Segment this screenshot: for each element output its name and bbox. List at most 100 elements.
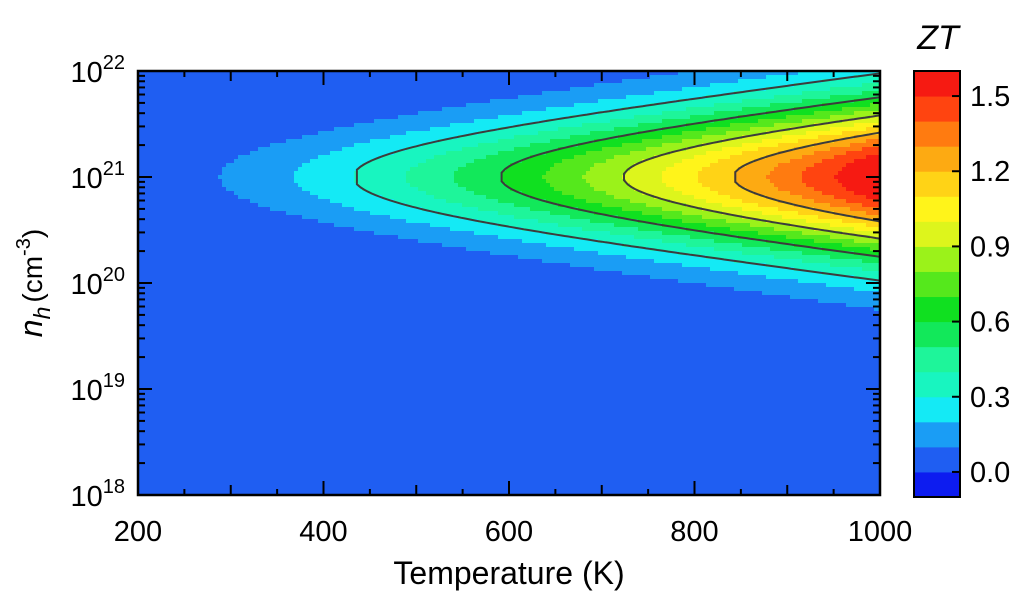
zt-band-cell [210,411,215,416]
zt-band-cell [142,371,147,376]
zt-band-cell [266,343,271,348]
zt-band-cell [242,203,247,208]
zt-band-cell [290,399,295,404]
zt-band-cell [162,267,167,272]
zt-band-cell [214,411,219,416]
zt-band-cell [218,187,223,192]
zt-band-cell [194,139,199,144]
zt-band-cell [178,215,183,220]
zt-band-cell [182,291,187,296]
zt-band-cell [234,275,239,280]
zt-band-cell [322,99,327,104]
zt-band-cell [194,447,199,452]
zt-band-cell [254,419,259,424]
zt-band-cell [154,359,159,364]
zt-band-cell [250,155,255,160]
zt-band-cell [214,227,219,232]
zt-band-cell [250,99,255,104]
zt-band-cell [246,263,251,268]
zt-band-cell [290,127,295,132]
zt-band-cell [166,407,171,412]
zt-band-cell [210,407,215,412]
zt-band-cell [222,271,227,276]
zt-band-cell [226,99,231,104]
zt-band-cell [310,151,315,156]
zt-band-cell [298,443,303,448]
zt-band-cell [202,135,207,140]
zt-band-cell [302,331,307,336]
zt-band-cell [322,447,327,452]
zt-band-cell [222,191,227,196]
zt-band-cell [306,491,311,495]
zt-band-cell [178,95,183,100]
zt-band-cell [238,343,243,348]
zt-band-cell [242,451,247,456]
zt-band-cell [226,139,231,144]
zt-band-cell [222,99,227,104]
zt-band-cell [230,491,235,495]
zt-band-cell [162,383,167,388]
zt-band-cell [238,491,243,495]
zt-band-cell [254,147,259,152]
zt-band-cell [222,135,227,140]
zt-band-cell [158,459,163,464]
zt-band-cell [246,211,251,216]
zt-band-cell [262,251,267,256]
zt-band-cell [166,271,171,276]
zt-band-cell [202,487,207,492]
zt-band-cell [274,435,279,440]
zt-band-cell [190,287,195,292]
zt-band-cell [174,435,179,440]
zt-band-cell [286,75,291,80]
zt-band-cell [158,187,163,192]
zt-band-cell [222,207,227,212]
zt-band-cell [150,139,155,144]
zt-band-cell [182,311,187,316]
zt-band-cell [150,403,155,408]
zt-band-cell [178,379,183,384]
zt-band-cell [206,143,211,148]
zt-band-cell [298,167,303,172]
zt-band-cell [214,147,219,152]
zt-band-cell [246,119,251,124]
zt-band-cell [266,479,271,484]
zt-band-cell [270,467,275,472]
zt-band-cell [274,211,279,216]
zt-band-cell [150,407,155,412]
zt-band-cell [198,91,203,96]
zt-band-cell [170,419,175,424]
zt-band-cell [270,311,275,316]
zt-band-cell [310,323,315,328]
zt-band-cell [190,351,195,356]
zt-band-cell [198,87,203,92]
zt-band-cell [270,191,275,196]
zt-band-cell [158,163,163,168]
zt-band-cell [174,231,179,236]
zt-band-cell [294,155,299,160]
zt-band-cell [178,227,183,232]
zt-band-cell [214,243,219,248]
zt-band-cell [258,211,263,216]
zt-band-cell [222,395,227,400]
zt-band-cell [222,199,227,204]
zt-band-cell [182,199,187,204]
zt-band-cell [182,191,187,196]
zt-band-cell [146,363,151,368]
zt-band-cell [302,187,307,192]
zt-band-cell [254,111,259,116]
zt-band-cell [162,231,167,236]
zt-band-cell [266,119,271,124]
zt-band-cell [298,251,303,256]
zt-band-cell [198,235,203,240]
zt-band-cell [150,475,155,480]
zt-band-cell [254,223,259,228]
zt-band-cell [198,475,203,480]
zt-band-cell [318,259,323,264]
zt-band-cell [290,111,295,116]
zt-band-cell [162,491,167,495]
zt-band-cell [186,231,191,236]
zt-band-cell [294,319,299,324]
zt-band-cell [318,391,323,396]
zt-band-cell [218,287,223,292]
zt-band-cell [146,439,151,444]
